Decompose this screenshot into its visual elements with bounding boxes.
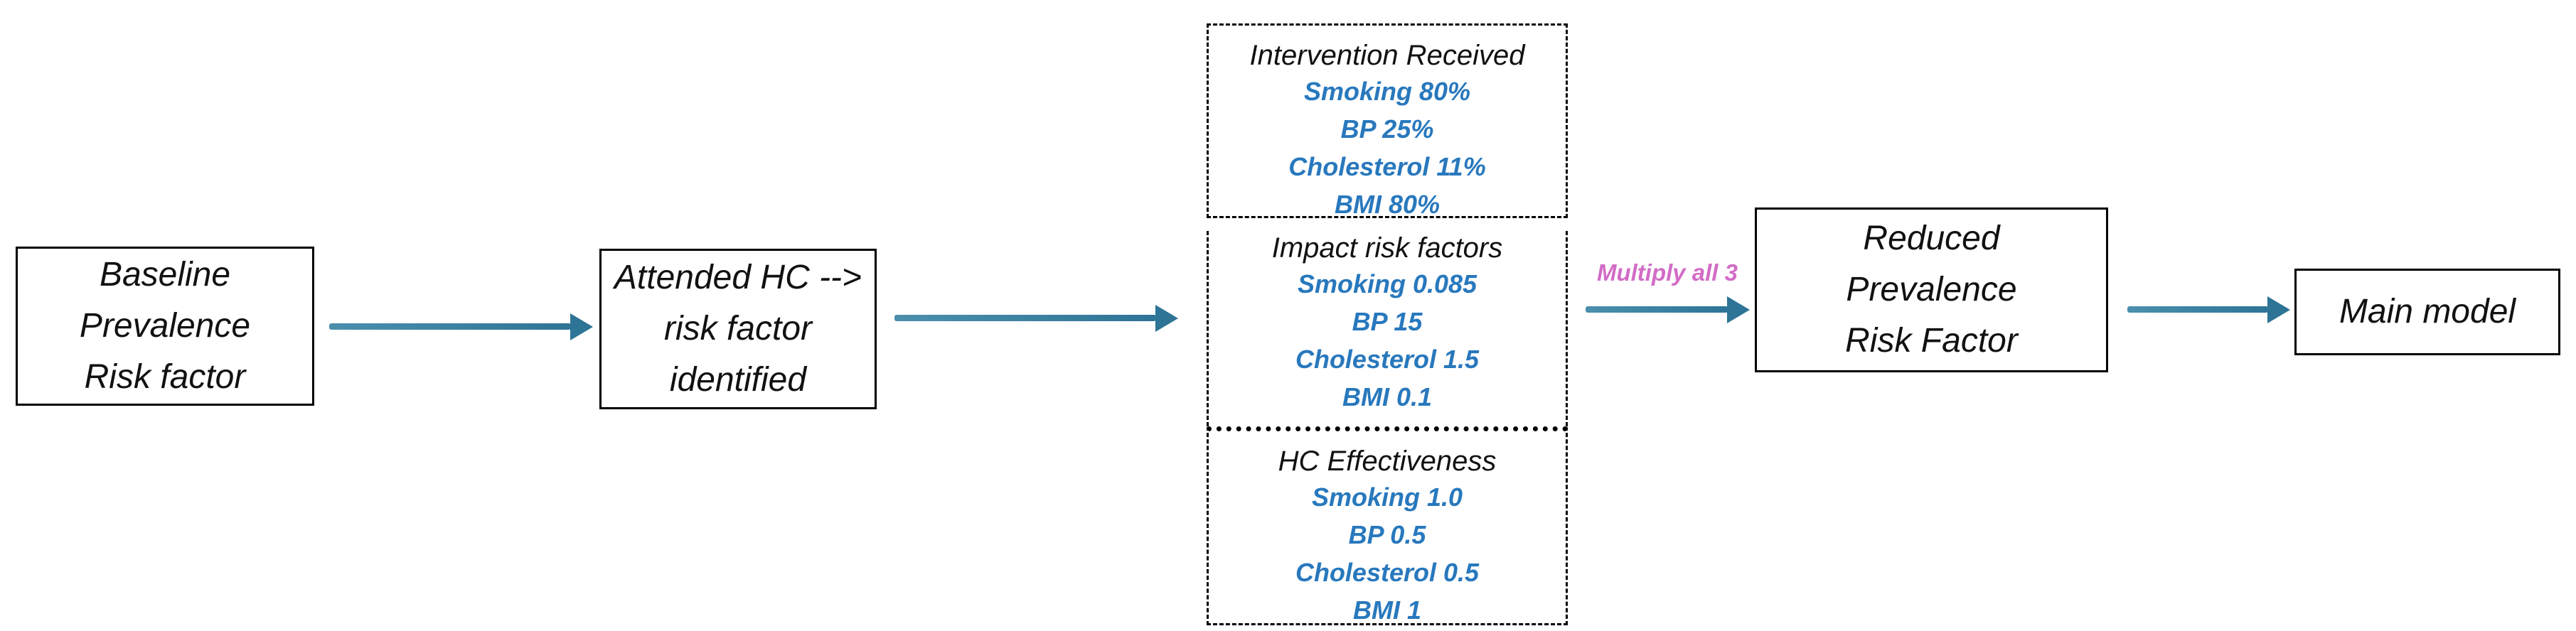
node-text-line: Baseline (99, 256, 231, 293)
node-baseline-prevalence-risk-factor: Baseline Prevalence Risk factor (16, 247, 314, 406)
node-text-line: Main model (2339, 293, 2516, 330)
node-text-line: identified (669, 361, 807, 399)
node-text-line: Prevalence (1846, 271, 2017, 308)
multiply-all-label: Multiply all 3 (1596, 259, 1738, 286)
flow-arrow-3 (1586, 306, 1728, 313)
flow-arrow-2 (894, 315, 1156, 321)
group-intervention-received: Intervention Received Smoking 80% BP 25%… (1207, 23, 1568, 219)
flow-arrow-4 (2127, 306, 2268, 313)
group-value: Cholesterol 1.5 (1295, 345, 1480, 374)
group-value: BMI 80% (1334, 190, 1441, 219)
group-value: Smoking 1.0 (1311, 482, 1463, 512)
group-value: BP 25% (1340, 114, 1434, 144)
dashed-parameter-stack: Intervention Received Smoking 80% BP 25%… (1207, 23, 1568, 625)
node-attended-hc-risk-factor-identified: Attended HC --> risk factor identified (599, 249, 877, 409)
group-value: BP 0.5 (1348, 520, 1426, 549)
group-value: Smoking 80% (1303, 77, 1471, 106)
group-title: Impact risk factors (1271, 232, 1503, 264)
group-value: BMI 0.1 (1342, 382, 1433, 411)
group-title: Intervention Received (1249, 40, 1525, 71)
group-value: Smoking 0.085 (1297, 269, 1477, 298)
node-text-line: Risk factor (84, 358, 246, 396)
group-impact-risk-factors: Impact risk factors Smoking 0.085 BP 15 … (1207, 231, 1568, 426)
node-main-model: Main model (2294, 269, 2560, 355)
node-text-line: Risk Factor (1845, 322, 2018, 360)
group-value: Cholesterol 0.5 (1295, 558, 1480, 587)
group-title: HC Effectiveness (1278, 446, 1497, 477)
group-value: BP 15 (1352, 307, 1423, 336)
group-value: BMI 1 (1352, 595, 1421, 625)
group-value: Cholesterol 11% (1288, 152, 1486, 181)
flow-arrow-1 (329, 323, 571, 330)
node-text-line: Prevalence (79, 307, 251, 345)
node-text-line: Reduced (1863, 220, 2000, 257)
node-text-line: risk factor (663, 310, 813, 347)
node-reduced-prevalence-risk-factor: Reduced Prevalence Risk Factor (1755, 207, 2108, 372)
group-hc-effectiveness: HC Effectiveness Smoking 1.0 BP 0.5 Chol… (1207, 426, 1568, 625)
node-text-line: Attended HC --> (614, 259, 862, 296)
